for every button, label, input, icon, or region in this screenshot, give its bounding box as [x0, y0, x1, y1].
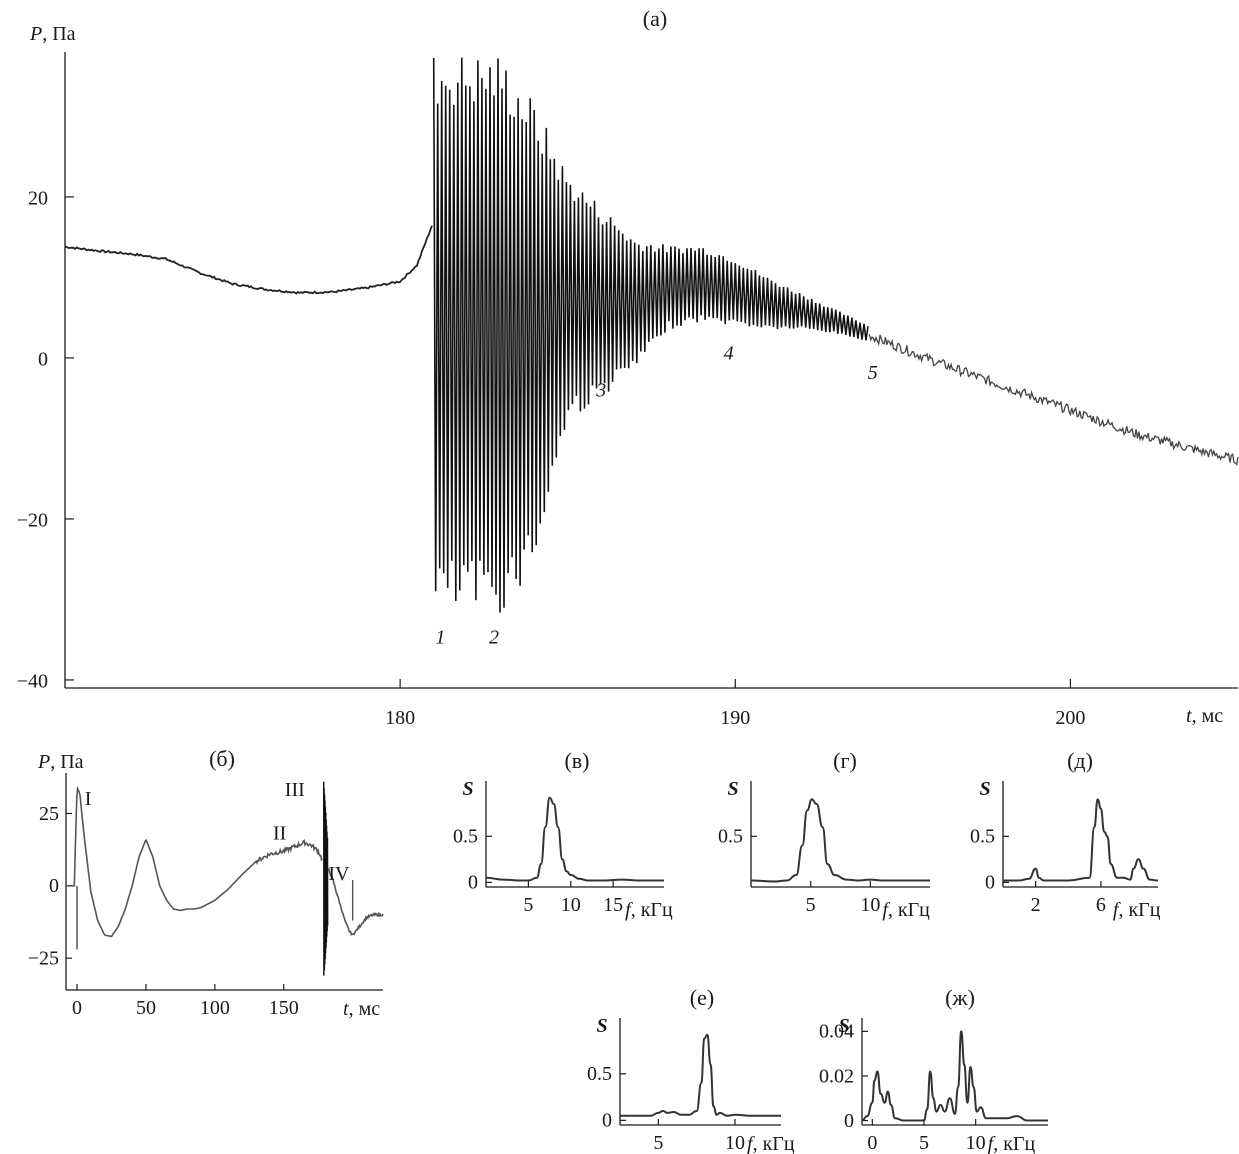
y-tick-label-zh: 0 — [844, 1110, 854, 1132]
y-axis-label-a: P, Па — [29, 23, 76, 45]
series-burst-b — [323, 781, 329, 976]
x-tick-label-a: 200 — [1055, 707, 1085, 729]
y-tick-label-a: 20 — [28, 188, 48, 210]
series-after-b — [327, 867, 384, 936]
series-spectrum-zh — [861, 1030, 1048, 1122]
x-axis-label-v: f, кГц — [625, 899, 673, 921]
x-tick-label-g: 10 — [860, 894, 880, 916]
x-axis-label-zh: f, кГц — [988, 1133, 1036, 1154]
y-tick-label-e: 0.5 — [587, 1063, 612, 1085]
y-axis-label-b: P, Па — [37, 751, 84, 773]
y-axis-label-g: S — [727, 778, 738, 800]
x-tick-label-v: 15 — [603, 894, 623, 916]
chart-d: (д) 0.5 0 2 6 S — [970, 748, 1159, 916]
x-tick-label-zh: 5 — [919, 1132, 929, 1154]
chart-title-v: (в) — [564, 748, 589, 773]
y-axis-label-d: S — [979, 778, 990, 800]
chart-title-d: (д) — [1067, 748, 1093, 773]
annotation-a: 4 — [724, 343, 734, 365]
y-tick-label-b: 25 — [39, 803, 59, 825]
x-tick-label-e: 5 — [653, 1132, 663, 1154]
x-axis-label-g: f, кГц — [882, 899, 930, 921]
chart-g: (г) 0.5 5 10 S — [718, 748, 930, 916]
chart-title-zh: (ж) — [945, 985, 975, 1010]
x-tick-label-b: 0 — [72, 997, 82, 1019]
y-axis-label-v: S — [462, 778, 473, 800]
y-tick-label-v: 0.5 — [453, 826, 478, 848]
annotation-a: 2 — [489, 627, 499, 649]
x-tick-label-d: 2 — [1031, 894, 1041, 916]
y-axis-label-zh: S — [838, 1015, 849, 1037]
x-tick-label-b: 100 — [200, 997, 230, 1019]
x-axis-label-b: t, мс — [343, 998, 380, 1020]
x-tick-label-a: 180 — [385, 707, 415, 729]
y-tick-label-a: −20 — [17, 510, 48, 532]
chart-zh: (ж) 0.04 0.02 00 5 10 S — [819, 985, 1048, 1154]
y-tick-label-d: 0 — [985, 872, 995, 894]
x-tick-label-zh: 0 — [867, 1132, 877, 1154]
series-burst-a — [432, 57, 869, 613]
annotation-a: 3 — [595, 380, 606, 402]
annotation-b: III — [285, 779, 305, 801]
y-tick-label-v: 0 — [468, 872, 478, 894]
x-tick-label-d: 6 — [1096, 894, 1106, 916]
y-tick-label-zh: 0.04 — [819, 1021, 854, 1043]
x-tick-label-e: 10 — [725, 1132, 745, 1154]
series-spectrum-g — [750, 798, 930, 883]
y-tick-label-a: 0 — [38, 349, 48, 371]
y-tick-label-b: 0 — [49, 875, 59, 897]
x-axis-label-e: f, кГц — [747, 1133, 795, 1154]
annotation-b: I — [85, 788, 92, 810]
series-spectrum-v — [485, 796, 664, 882]
x-axis-label-a: t, мс — [1186, 705, 1223, 727]
series-tail-a — [868, 333, 1239, 466]
series-main-b — [66, 785, 323, 938]
y-tick-label-g: 0.5 — [718, 826, 743, 848]
y-axis-label-e: S — [596, 1015, 607, 1037]
chart-e: (е) 0.5 0 5 10 S — [587, 985, 781, 1154]
series-baseline-a — [64, 225, 433, 295]
series-spectrum-e — [620, 1033, 781, 1117]
y-tick-label-a: −40 — [17, 671, 48, 693]
annotation-a: 1 — [435, 627, 445, 649]
x-tick-label-b: 150 — [269, 997, 299, 1019]
chart-title-e: (е) — [690, 985, 714, 1010]
x-tick-label-v: 5 — [523, 894, 533, 916]
x-tick-label-v: 10 — [561, 894, 581, 916]
y-tick-label-b: −25 — [28, 947, 59, 969]
x-tick-label-g: 5 — [806, 894, 816, 916]
annotation-b: IV — [328, 863, 350, 885]
x-tick-label-zh: 10 — [966, 1132, 986, 1154]
y-tick-label-e: 0 — [602, 1110, 612, 1132]
x-tick-label-b: 50 — [136, 997, 156, 1019]
y-tick-label-zh: 0.02 — [819, 1065, 854, 1087]
chart-title-b: (б) — [209, 746, 235, 771]
x-axis-label-d: f, кГц — [1113, 899, 1161, 921]
y-tick-label-d: 0.5 — [970, 826, 995, 848]
chart-v: (в) 0.5 0 5 10 15 S — [453, 748, 664, 916]
annotation-a: 5 — [868, 362, 878, 384]
annotation-b: II — [273, 823, 286, 845]
chart-title-g: (г) — [833, 748, 857, 773]
chart-title-a: (а) — [643, 6, 667, 31]
series-spectrum-d — [1003, 798, 1159, 882]
x-tick-label-a: 190 — [720, 707, 750, 729]
